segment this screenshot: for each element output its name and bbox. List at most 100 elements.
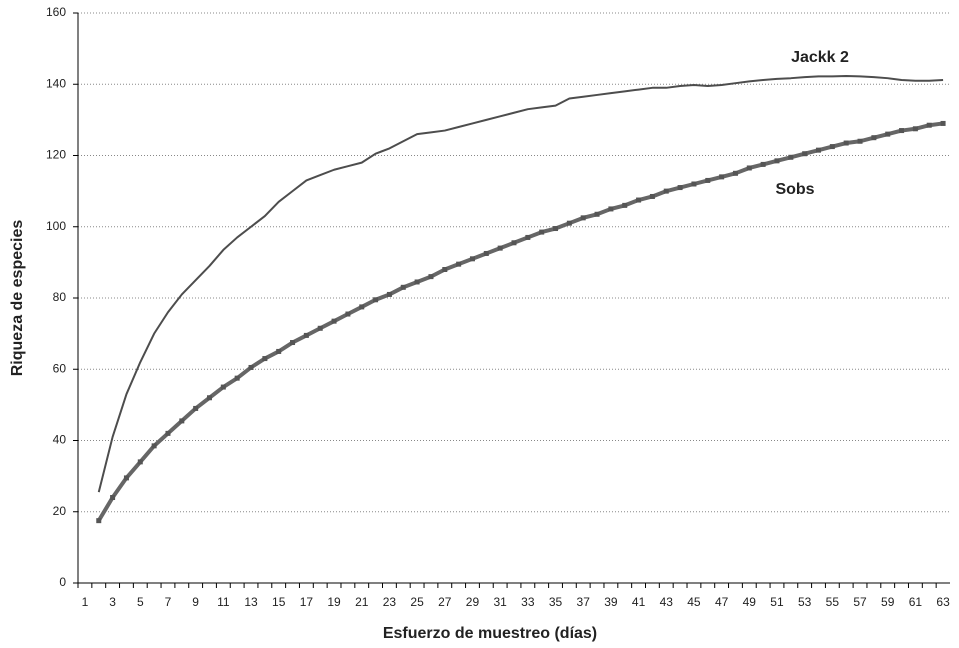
- marker: [746, 165, 752, 171]
- x-tick-label: 15: [272, 595, 286, 609]
- x-axis-title: Esfuerzo de muestreo (días): [383, 625, 597, 642]
- marker: [262, 356, 268, 362]
- marker: [788, 154, 794, 160]
- y-tick-label: 100: [46, 219, 66, 233]
- x-tick-label: 63: [936, 595, 950, 609]
- marker: [110, 495, 116, 500]
- marker: [926, 122, 932, 128]
- marker: [608, 206, 614, 212]
- marker: [151, 443, 157, 449]
- x-tick-label: 5: [137, 595, 144, 609]
- marker: [234, 375, 240, 381]
- x-tick-label: 51: [770, 595, 784, 609]
- marker: [456, 261, 462, 267]
- marker: [677, 185, 683, 191]
- marker: [912, 126, 918, 132]
- marker: [483, 250, 489, 256]
- y-tick-label: 0: [59, 575, 66, 589]
- marker: [553, 226, 559, 232]
- marker: [691, 181, 697, 187]
- marker: [442, 267, 448, 272]
- x-tick-label: 9: [192, 595, 199, 609]
- x-tick-label: 29: [466, 595, 480, 609]
- series-line: [97, 75, 944, 493]
- marker: [400, 284, 406, 290]
- marker: [206, 395, 212, 401]
- x-tick-label: 49: [743, 595, 757, 609]
- y-tick-label: 120: [46, 148, 66, 162]
- marker: [179, 418, 185, 424]
- marker: [857, 138, 863, 144]
- marker: [940, 120, 946, 126]
- marker: [649, 193, 655, 199]
- x-tick-label: 11: [217, 595, 230, 609]
- marker: [732, 170, 738, 176]
- marker: [414, 279, 420, 285]
- x-tick-label: 17: [300, 595, 314, 609]
- marker: [373, 297, 379, 303]
- marker: [193, 405, 199, 411]
- x-tick-label: 19: [327, 595, 341, 609]
- y-tick-label: 80: [53, 290, 67, 304]
- x-tick-label: 35: [549, 595, 563, 609]
- marker: [525, 234, 531, 240]
- marker: [636, 197, 642, 203]
- x-tick-label: 59: [881, 595, 895, 609]
- x-tick-label: 45: [687, 595, 701, 609]
- marker: [829, 144, 835, 150]
- marker: [580, 215, 586, 221]
- x-tick-label: 39: [604, 595, 618, 609]
- marker: [317, 325, 323, 331]
- x-tick-label: 61: [909, 595, 923, 609]
- marker: [843, 140, 849, 146]
- marker: [871, 135, 877, 141]
- marker: [469, 256, 475, 262]
- marker: [331, 318, 337, 324]
- marker: [663, 188, 669, 194]
- x-tick-label: 47: [715, 595, 729, 609]
- marker: [622, 202, 628, 208]
- marker: [511, 240, 517, 246]
- marker: [276, 348, 282, 354]
- marker: [705, 177, 711, 183]
- x-tick-label: 27: [438, 595, 452, 609]
- marker: [123, 475, 129, 481]
- x-tick-label: 31: [493, 595, 507, 609]
- y-tick-label: 160: [46, 5, 66, 19]
- marker: [96, 518, 102, 524]
- marker: [165, 430, 171, 436]
- marker: [345, 311, 351, 317]
- marker: [774, 158, 780, 164]
- marker: [539, 229, 545, 235]
- x-tick-label: 3: [109, 595, 116, 609]
- x-tick-label: 53: [798, 595, 812, 609]
- marker: [802, 151, 808, 157]
- marker: [137, 459, 143, 465]
- marker: [885, 131, 891, 137]
- series-line: [97, 121, 944, 522]
- y-tick-label: 60: [53, 361, 67, 375]
- marker: [220, 384, 226, 390]
- x-tick-label: 55: [826, 595, 840, 609]
- series-label: Jackk 2: [791, 49, 849, 66]
- marker: [497, 245, 503, 251]
- x-tick-label: 13: [244, 595, 258, 609]
- marker: [760, 161, 766, 167]
- marker: [816, 147, 822, 153]
- marker: [428, 274, 434, 280]
- y-tick-label: 40: [53, 433, 67, 447]
- y-tick-label: 20: [53, 504, 67, 518]
- x-tick-label: 7: [165, 595, 172, 609]
- marker: [386, 291, 392, 297]
- x-tick-label: 41: [632, 595, 646, 609]
- x-tick-label: 25: [410, 595, 424, 609]
- x-tick-label: 33: [521, 595, 535, 609]
- x-tick-label: 21: [355, 595, 369, 609]
- series-label: Sobs: [775, 181, 814, 198]
- x-tick-label: 23: [383, 595, 397, 609]
- x-tick-label: 37: [577, 595, 591, 609]
- marker: [248, 364, 254, 370]
- y-tick-label: 140: [46, 76, 66, 90]
